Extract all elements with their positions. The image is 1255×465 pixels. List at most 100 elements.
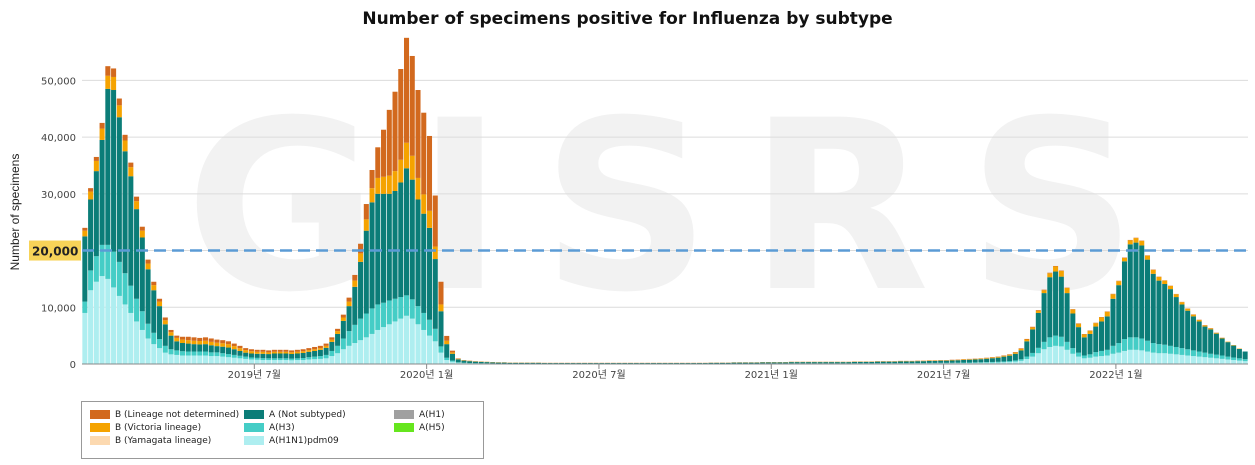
bar-segment — [846, 362, 852, 364]
bar-segment — [116, 261, 122, 296]
bar-segment — [266, 354, 272, 359]
bar-segment — [237, 358, 243, 364]
bar-segment — [972, 362, 978, 363]
bar-segment — [1024, 341, 1030, 357]
bar-segment — [1133, 238, 1139, 243]
bar-segment — [93, 281, 99, 364]
bar-segment — [398, 182, 404, 298]
bar-segment — [725, 362, 731, 364]
bar-segment — [1185, 349, 1191, 356]
bar-segment — [312, 349, 318, 351]
bar-segment — [972, 358, 978, 360]
bar-segment — [1058, 276, 1064, 337]
bar-segment — [961, 359, 967, 363]
legend-label: A(H1) — [419, 409, 445, 420]
bar-segment — [1144, 255, 1151, 260]
bar-segment — [455, 362, 461, 363]
legend-label: A(H3) — [269, 422, 295, 433]
bar-segment — [421, 213, 427, 313]
bar-segment — [197, 344, 203, 352]
bar-segment — [449, 353, 455, 361]
bar-segment — [191, 351, 197, 356]
bar-segment — [404, 142, 410, 169]
bar-segment — [139, 329, 145, 364]
bar-segment — [605, 363, 611, 364]
bar-segment — [369, 202, 375, 309]
bar-segment — [1099, 356, 1105, 364]
bar-segment — [415, 199, 421, 307]
bar-segment — [1035, 347, 1041, 354]
bar-segment — [599, 363, 605, 364]
bar-segment — [191, 355, 197, 364]
bar-segment — [1236, 358, 1242, 361]
bar-segment — [409, 318, 415, 364]
bar-segment — [294, 358, 300, 361]
bar-segment — [1208, 353, 1214, 358]
bar-segment — [1156, 276, 1162, 281]
legend-item: A (Not subtyped) — [244, 408, 394, 421]
bar-segment — [277, 360, 283, 364]
legend-label: A(H5) — [419, 422, 445, 433]
bar-segment — [1116, 343, 1122, 353]
x-tick-label: 2020년 1월 — [400, 369, 453, 381]
bar-segment — [1202, 326, 1208, 353]
legend-label: A (Not subtyped) — [269, 409, 346, 420]
bar-segment — [225, 354, 231, 358]
bar-segment — [151, 290, 157, 333]
bar-segment — [421, 112, 427, 195]
bar-segment — [369, 169, 375, 189]
bar-segment — [105, 75, 111, 89]
bar-segment — [340, 317, 346, 321]
bar-segment — [306, 348, 312, 351]
bar-segment — [1162, 280, 1168, 285]
bar-segment — [1035, 312, 1041, 348]
y-tick-label: 10,000 — [41, 303, 76, 314]
bar-segment — [381, 193, 387, 303]
bar-segment — [449, 361, 455, 364]
bar-segment — [248, 353, 254, 358]
bar-segment — [266, 352, 272, 355]
bar-segment — [346, 301, 352, 307]
bar-segment — [426, 319, 433, 336]
bar-segment — [966, 359, 972, 363]
chart-canvas: GISRS 0 10,000 30,000 40,000 50,000 2019년 7월… — [8, 37, 1248, 381]
bar-segment — [271, 353, 277, 359]
bar-segment — [289, 360, 295, 364]
bar-segment — [1185, 355, 1191, 364]
bar-segment — [116, 105, 122, 118]
bar-segment — [122, 134, 128, 141]
bar-segment — [220, 340, 226, 344]
bar-segment — [162, 352, 168, 364]
bar-segment — [99, 122, 105, 129]
bar-segment — [214, 342, 220, 347]
bar-segment — [231, 357, 237, 364]
bar-segment — [415, 90, 421, 178]
bar-segment — [610, 363, 616, 364]
bar-segment — [312, 356, 318, 360]
bar-segment — [1127, 337, 1133, 350]
bar-segment — [633, 363, 639, 364]
bar-segment — [260, 353, 266, 359]
bar-segment — [254, 357, 260, 360]
bar-segment — [1173, 346, 1179, 355]
bar-segment — [340, 338, 346, 350]
x-tick-label: 2021년 1월 — [745, 369, 798, 381]
bar-segment — [1001, 361, 1007, 363]
bar-segment — [559, 363, 565, 364]
bar-segment — [1041, 293, 1047, 342]
bar-segment — [335, 333, 341, 346]
bar-segment — [93, 256, 99, 282]
bar-segment — [93, 160, 99, 172]
bar-segment — [1208, 328, 1214, 330]
bar-segment — [495, 362, 501, 364]
bar-segment — [1127, 349, 1133, 364]
bar-segment — [1190, 316, 1196, 351]
bar-segment — [972, 359, 978, 363]
bar-segment — [1219, 358, 1225, 364]
bar-segment — [185, 343, 191, 352]
bar-segment — [82, 301, 88, 313]
bar-segment — [1093, 323, 1099, 327]
bar-segment — [432, 328, 438, 342]
bar-segment — [415, 306, 421, 325]
bar-segment — [386, 300, 392, 325]
